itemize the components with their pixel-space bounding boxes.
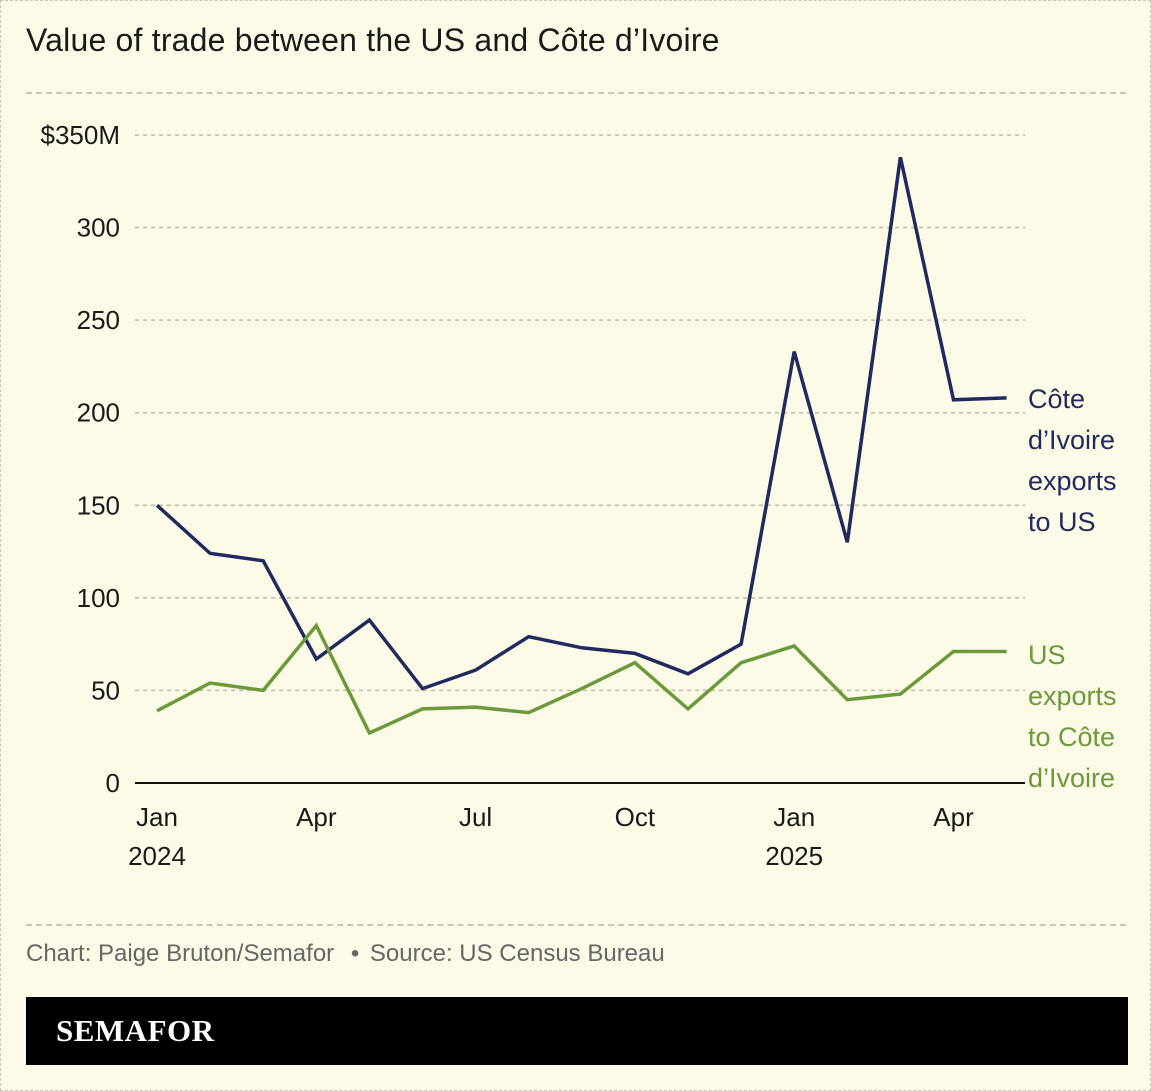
us-series-label: d’Ivoire — [1028, 763, 1115, 793]
civ-series-line — [155, 156, 1007, 691]
civ-series-label: exports — [1028, 466, 1117, 496]
credit-source: Source: US Census Bureau — [369, 940, 665, 967]
x-axis-ticks: Jan 2024 Apr Jul Oct Jan 2025 Apr — [128, 802, 974, 871]
y-tick-label: 200 — [77, 398, 120, 428]
y-tick-label: 250 — [77, 305, 120, 335]
line-chart: 0 50 100 150 200 250 300 $350M Jan 2024 Apr Jul Oct… — [41, 120, 1117, 871]
civ-series-label: to US — [1028, 507, 1096, 537]
x-tick-label: Apr — [933, 802, 974, 832]
civ-series-label: Côte — [1028, 384, 1085, 414]
x-tick-year-label: 2024 — [128, 841, 186, 871]
credit-author: Chart: Paige Bruton/Semafor — [26, 940, 335, 967]
series-labels: Côte d’Ivoire exports to US US exports to Côte… — [1028, 384, 1117, 793]
top-divider — [26, 92, 1126, 94]
y-tick-label: 0 — [106, 768, 120, 798]
credit-separator: • — [350, 940, 360, 967]
x-tick-label: Apr — [296, 802, 337, 832]
x-tick-label: Jul — [459, 802, 492, 832]
x-tick-label: Jan — [136, 802, 178, 832]
x-tick-label: Jan — [773, 802, 815, 832]
chart-credit: Chart: Paige Bruton/Semafor • Source: US… — [26, 940, 665, 968]
civ-series-label: d’Ivoire — [1028, 425, 1115, 455]
y-tick-label: 50 — [91, 675, 120, 705]
bottom-divider — [26, 924, 1126, 926]
us-series-label: exports — [1028, 681, 1117, 711]
y-tick-label: 150 — [77, 490, 120, 520]
y-tick-label: 100 — [77, 583, 120, 613]
semafor-logo: SEMAFOR — [56, 1013, 215, 1048]
logo-bar: SEMAFOR — [26, 997, 1128, 1065]
chart-title: Value of trade between the US and Côte d… — [26, 22, 720, 58]
grid-lines — [135, 134, 1025, 784]
x-tick-year-label: 2025 — [765, 841, 823, 871]
us-series-label: to Côte — [1028, 722, 1115, 752]
y-axis-ticks: 0 50 100 150 200 250 300 $350M — [41, 120, 121, 798]
y-tick-label: 300 — [77, 213, 120, 243]
x-tick-label: Oct — [615, 802, 656, 832]
us-series-line — [156, 622, 1007, 736]
y-tick-label: $350M — [41, 120, 121, 150]
series-lines — [155, 156, 1007, 736]
us-series-label: US — [1028, 640, 1066, 670]
